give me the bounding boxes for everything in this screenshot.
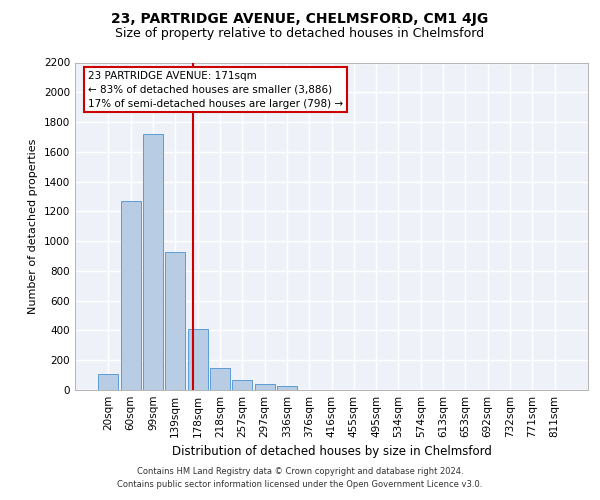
Bar <box>188 329 208 390</box>
Bar <box>121 201 141 390</box>
Text: 23, PARTRIDGE AVENUE, CHELMSFORD, CM1 4JG: 23, PARTRIDGE AVENUE, CHELMSFORD, CM1 4J… <box>112 12 488 26</box>
Text: 23 PARTRIDGE AVENUE: 171sqm
← 83% of detached houses are smaller (3,886)
17% of : 23 PARTRIDGE AVENUE: 171sqm ← 83% of det… <box>88 70 343 108</box>
Bar <box>232 380 252 390</box>
Y-axis label: Number of detached properties: Number of detached properties <box>28 138 38 314</box>
Bar <box>277 386 297 390</box>
Bar <box>98 374 118 390</box>
Text: Size of property relative to detached houses in Chelmsford: Size of property relative to detached ho… <box>115 28 485 40</box>
Bar <box>143 134 163 390</box>
Text: Contains HM Land Registry data © Crown copyright and database right 2024.
Contai: Contains HM Land Registry data © Crown c… <box>118 468 482 489</box>
Bar <box>254 384 275 390</box>
Bar <box>210 368 230 390</box>
Bar <box>165 252 185 390</box>
X-axis label: Distribution of detached houses by size in Chelmsford: Distribution of detached houses by size … <box>172 446 491 458</box>
